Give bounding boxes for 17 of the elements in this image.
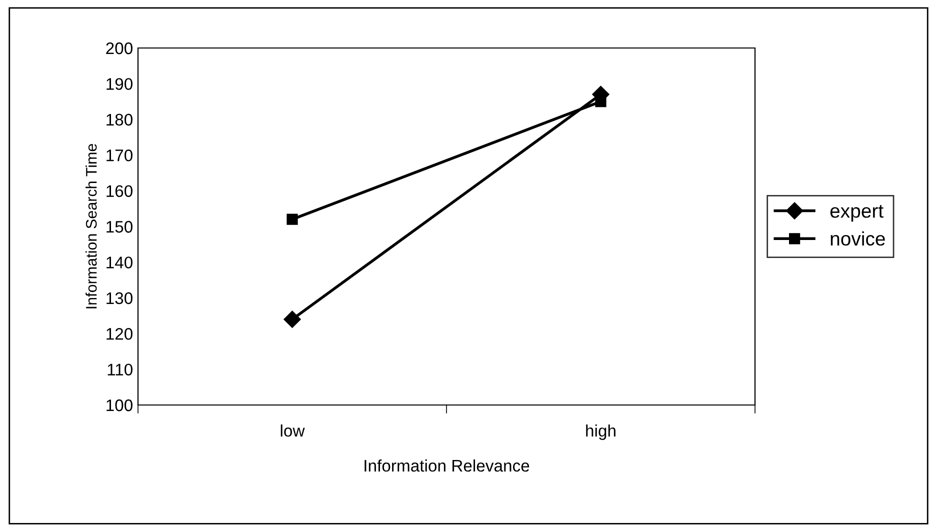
y-tick-label: 200 — [106, 42, 132, 54]
y-tick-label: 150 — [106, 220, 132, 233]
y-tick-label: 190 — [106, 78, 132, 90]
legend-label: novice — [830, 231, 885, 246]
y-tick-label: 130 — [106, 292, 132, 304]
y-tick-label: 100 — [106, 399, 132, 412]
x-tick-label: high — [586, 424, 616, 440]
y-axis-title: Information Search Time — [86, 144, 97, 308]
x-tick-label: low — [280, 424, 305, 437]
y-tick-label: 180 — [106, 114, 132, 126]
y-tick-label: 170 — [106, 150, 132, 162]
y-tick-label: 160 — [106, 185, 132, 198]
x-axis-title: Information Relevance — [364, 459, 530, 472]
y-tick-label: 110 — [108, 364, 132, 376]
y-tick-label: 140 — [106, 256, 132, 268]
legend-label: expert — [830, 205, 884, 222]
y-tick-label: 120 — [106, 328, 132, 340]
